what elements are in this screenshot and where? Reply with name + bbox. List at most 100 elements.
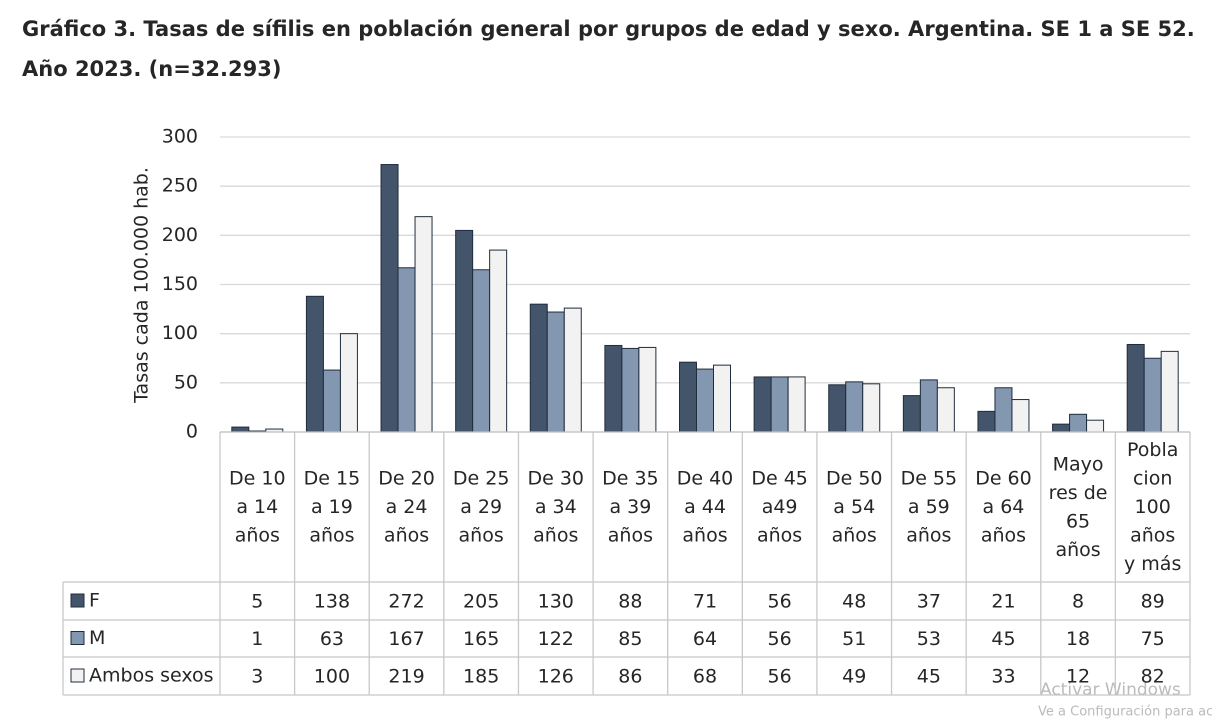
bar (902, 395, 921, 433)
bar (322, 369, 341, 433)
legend-label: M (89, 627, 105, 649)
bar (994, 387, 1013, 433)
bar (1143, 357, 1162, 433)
bar (770, 376, 789, 433)
legend-label: F (89, 590, 100, 612)
bar (1086, 419, 1105, 433)
table-value: 33 (991, 666, 1015, 688)
x-tick-label: De 35 a 39 años (602, 467, 659, 546)
table-value: 122 (538, 628, 574, 650)
table-value: 8 (1072, 591, 1084, 613)
table-value: 185 (463, 666, 499, 688)
table-value: 56 (768, 591, 792, 613)
table-value: 3 (251, 666, 263, 688)
bar (604, 344, 623, 433)
x-tick-label: De 20 a 24 años (378, 467, 435, 546)
table-value: 75 (1141, 628, 1165, 650)
bar (414, 216, 433, 433)
legend-label: Ambos sexos (89, 665, 214, 687)
bar (787, 376, 806, 433)
table-value: 205 (463, 591, 499, 613)
bar (1052, 423, 1071, 433)
bar (1069, 413, 1088, 433)
bar (380, 164, 399, 433)
x-tick-label: De 60 a 64 años (975, 467, 1032, 546)
bar (1126, 343, 1145, 433)
table-value: 56 (768, 666, 792, 688)
bar (845, 381, 864, 433)
table-value: 48 (842, 591, 866, 613)
x-tick-label: De 10 a 14 años (229, 467, 286, 546)
bar (696, 368, 714, 433)
x-tick-label: De 55 a 59 años (901, 467, 958, 546)
bar (862, 383, 881, 433)
table-value: 18 (1066, 628, 1090, 650)
table-value: 71 (693, 591, 717, 613)
y-tick-label: 50 (174, 371, 198, 393)
x-tick-label: De 45 a49 años (751, 467, 808, 546)
bar (936, 387, 955, 433)
table-value: 5 (251, 591, 263, 613)
table-value: 272 (388, 591, 424, 613)
bar (397, 267, 416, 433)
x-tick-label: Mayo res de 65 años (1049, 453, 1108, 561)
bar (753, 376, 772, 433)
table-value: 68 (693, 666, 717, 688)
table-value: 89 (1141, 591, 1165, 613)
y-tick-label: 250 (162, 175, 198, 197)
bar (828, 384, 847, 433)
table-value: 37 (917, 591, 941, 613)
y-axis-label: Tasas cada 100.000 hab. (131, 167, 153, 404)
bar (563, 307, 582, 433)
y-tick-label: 0 (186, 421, 198, 443)
bar (977, 410, 996, 433)
bar (919, 379, 938, 433)
legend-swatch (70, 593, 85, 608)
bar (713, 364, 731, 433)
bar (305, 295, 324, 433)
bar (455, 229, 474, 433)
legend-swatch (70, 631, 85, 645)
table-value: 138 (314, 591, 350, 613)
bar (679, 361, 697, 433)
table-value: 63 (320, 628, 344, 650)
table-value: 21 (991, 591, 1015, 613)
y-tick-label: 300 (162, 126, 198, 148)
watermark-text: Ve a Configuración para ac (1038, 705, 1212, 720)
x-tick-label: Pobla cion 100 años y más (1124, 439, 1181, 575)
bar (489, 249, 508, 433)
bar (546, 311, 565, 433)
chart-subtitle: Año 2023. (n=32.293) (22, 57, 281, 81)
table-value: 100 (314, 666, 350, 688)
table-value: 45 (917, 666, 941, 688)
bar (529, 303, 548, 433)
table-value: 85 (618, 628, 642, 650)
table-value: 56 (768, 628, 792, 650)
table-value: 219 (388, 666, 424, 688)
table-value: 64 (693, 628, 717, 650)
table-value: 88 (618, 591, 642, 613)
table-value: 51 (842, 628, 866, 650)
table-value: 167 (388, 628, 424, 650)
bar (1011, 399, 1030, 433)
table-value: 49 (842, 666, 866, 688)
table-value: 86 (618, 666, 642, 688)
bar (231, 426, 250, 433)
x-tick-label: De 25 a 29 años (453, 467, 510, 546)
legend-swatch (70, 668, 85, 683)
y-tick-label: 150 (162, 273, 198, 295)
x-tick-label: De 15 a 19 años (304, 467, 361, 546)
table-value: 126 (538, 666, 574, 688)
table-value: 12 (1066, 666, 1090, 688)
table-value: 130 (538, 591, 574, 613)
bar (339, 333, 358, 433)
x-tick-label: De 30 a 34 años (527, 467, 584, 546)
chart-title: Gráfico 3. Tasas de sífilis en población… (22, 17, 1195, 41)
x-tick-label: De 40 a 44 años (677, 467, 734, 546)
y-tick-label: 100 (162, 322, 198, 344)
y-tick-label: 200 (162, 224, 198, 246)
bar (638, 346, 657, 433)
table-value: 82 (1141, 666, 1165, 688)
bar (1160, 350, 1179, 433)
